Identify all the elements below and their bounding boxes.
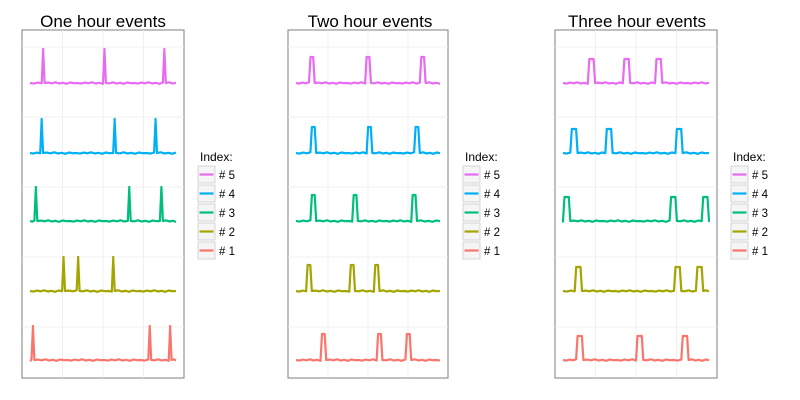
series-line-5 [295, 55, 441, 85]
series-line-2 [562, 265, 710, 293]
panel-title: One hour events [40, 12, 166, 31]
legend-item: # 5 [730, 165, 768, 184]
series-line-1 [29, 324, 177, 362]
legend-item: # 1 [730, 241, 768, 260]
legend-item: # 3 [462, 203, 500, 222]
legend-item: # 2 [730, 222, 768, 241]
legend-label: # 5 [484, 170, 500, 182]
legend-item: # 1 [462, 241, 500, 260]
legend-item: # 4 [462, 184, 501, 203]
legend: Index: # 5 # 4 # 3 # 2 # 1 [197, 150, 236, 260]
legend-item: # 3 [730, 203, 768, 222]
legend-item: # 2 [462, 222, 500, 241]
panel-grid [288, 30, 448, 378]
legend-label: # 4 [752, 189, 769, 201]
legend-label: # 3 [219, 208, 235, 220]
legend-title: Index: [733, 150, 766, 164]
legend-title: Index: [200, 150, 233, 164]
legend-item: # 1 [197, 241, 235, 260]
series-line-4 [29, 117, 177, 155]
series-line-3 [561, 195, 711, 223]
legend-label: # 3 [484, 208, 500, 220]
legend-label: # 3 [752, 208, 768, 220]
series-line-3 [29, 185, 177, 223]
legend-label: # 2 [219, 227, 235, 239]
chart-panel-2: Two hour events Index: # 5 # 4 # 3 # 2 # 1 [287, 12, 501, 379]
chart-panel-3: Three hour events Index: # 5 # 4 # 3 # 2 # 1 [554, 12, 769, 379]
legend-label: # 1 [219, 246, 235, 258]
legend-item: # 2 [197, 222, 235, 241]
legend: Index: # 5 # 4 # 3 # 2 # 1 [462, 150, 501, 260]
legend-item: # 5 [197, 165, 235, 184]
legend-label: # 1 [752, 246, 768, 258]
series-line-3 [295, 193, 441, 223]
legend-label: # 4 [219, 189, 236, 201]
series-line-4 [562, 127, 710, 155]
legend-item: # 4 [197, 184, 236, 203]
legend-label: # 5 [219, 170, 235, 182]
series-line-1 [562, 334, 710, 362]
legend-label: # 2 [484, 227, 500, 239]
chart-panel-1: One hour events Index: # 5 # 4 # 3 # 2 # 1 [21, 12, 236, 379]
legend-title: Index: [465, 150, 498, 164]
legend-label: # 5 [752, 170, 768, 182]
series-line-1 [295, 332, 441, 362]
panel-grid [555, 30, 717, 378]
legend-item: # 3 [197, 203, 235, 222]
series-line-4 [295, 125, 441, 155]
legend-label: # 2 [752, 227, 768, 239]
series-line-5 [562, 57, 710, 85]
series-line-2 [295, 263, 441, 293]
series-line-5 [29, 47, 177, 85]
panel-title: Three hour events [568, 12, 706, 31]
legend: Index: # 5 # 4 # 3 # 2 # 1 [730, 150, 769, 260]
legend-item: # 5 [462, 165, 500, 184]
series-line-2 [29, 255, 177, 293]
panel-grid [22, 30, 184, 378]
legend-item: # 4 [730, 184, 769, 203]
legend-label: # 1 [484, 246, 500, 258]
panel-title: Two hour events [308, 12, 433, 31]
legend-label: # 4 [484, 189, 501, 201]
